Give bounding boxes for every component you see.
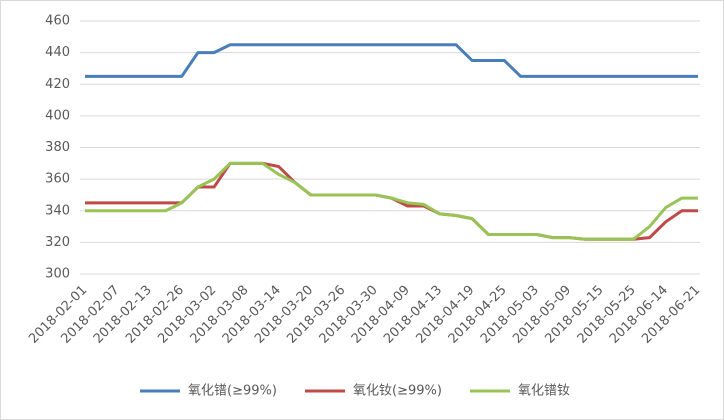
y-tick-label: 340 xyxy=(45,203,70,218)
y-tick-label: 300 xyxy=(45,267,70,282)
legend-label: 氧化镨钕 xyxy=(518,383,570,399)
y-tick-label: 400 xyxy=(45,108,70,123)
series-line xyxy=(85,43,698,78)
legend-label: 氧化镨(≥99%) xyxy=(188,384,277,399)
y-tick-label: 380 xyxy=(45,140,70,155)
y-tick-label: 320 xyxy=(45,235,70,250)
y-tick-label: 360 xyxy=(45,172,70,187)
y-tick-label: 420 xyxy=(45,77,70,92)
y-tick-label: 460 xyxy=(45,14,70,29)
y-tick-label: 440 xyxy=(45,45,70,60)
series-line xyxy=(85,161,698,241)
legend-label: 氧化钕(≥99%) xyxy=(353,383,442,399)
